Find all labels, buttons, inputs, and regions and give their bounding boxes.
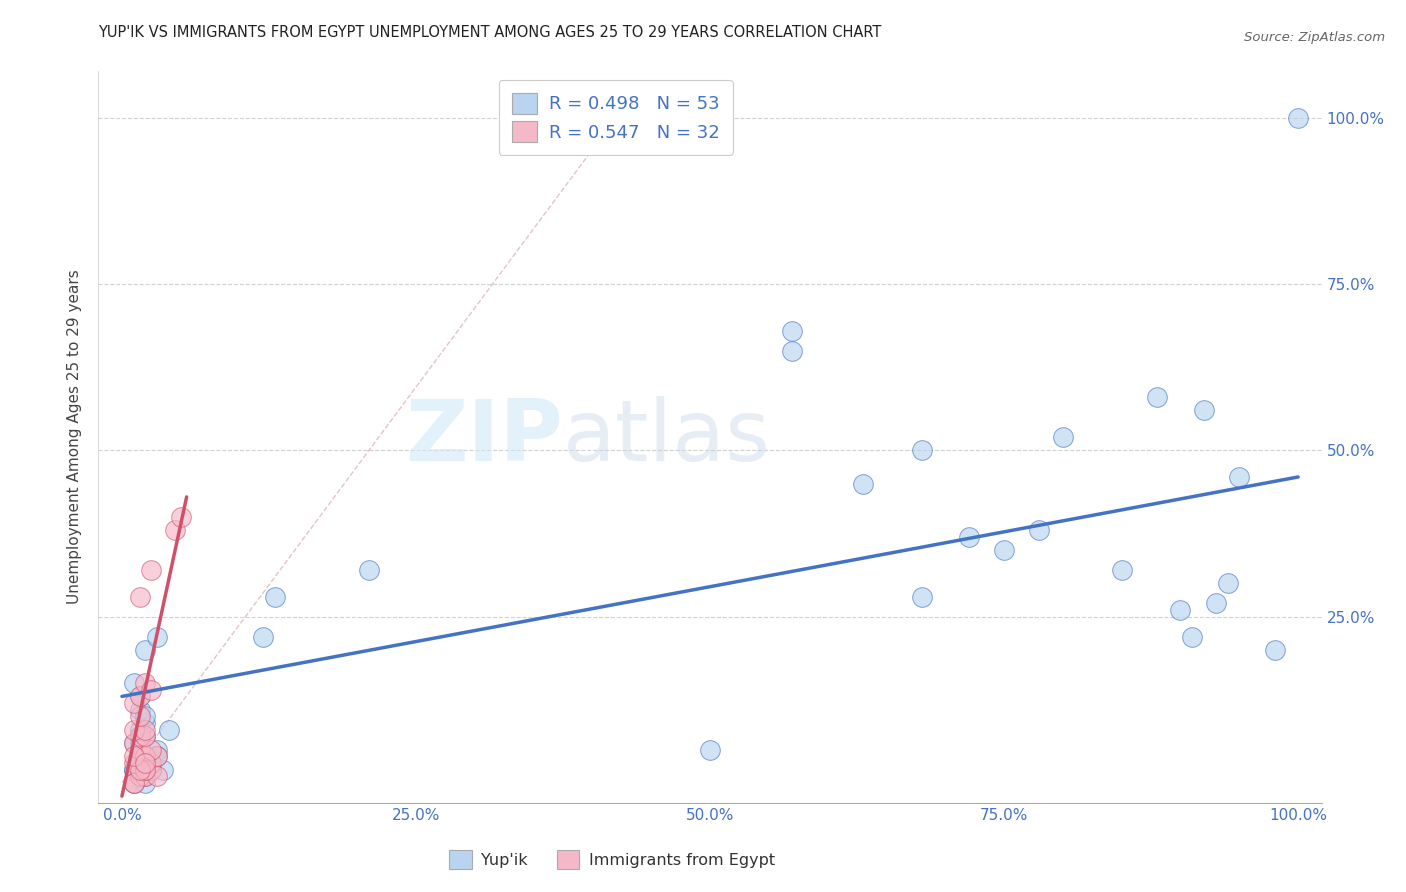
Point: [993, 543, 1015, 558]
Point: [170, 509, 193, 524]
Point: [122, 723, 145, 737]
Point: [252, 630, 274, 644]
Text: YUP'IK VS IMMIGRANTS FROM EGYPT UNEMPLOYMENT AMONG AGES 25 TO 29 YEARS CORRELATI: YUP'IK VS IMMIGRANTS FROM EGYPT UNEMPLOY…: [98, 25, 882, 40]
Point: [1052, 430, 1074, 444]
Point: [134, 643, 156, 657]
Point: [134, 749, 156, 764]
Point: [128, 763, 150, 777]
Point: [128, 769, 150, 783]
Point: [263, 590, 285, 604]
Point: [146, 742, 169, 756]
Point: [141, 742, 163, 756]
Point: [122, 749, 145, 764]
Point: [134, 769, 156, 783]
Point: [1170, 603, 1192, 617]
Point: [122, 776, 145, 790]
Point: [146, 769, 169, 783]
Point: [122, 756, 145, 770]
Point: [1264, 643, 1286, 657]
Point: [152, 763, 174, 777]
Point: [852, 476, 875, 491]
Text: ZIP: ZIP: [405, 395, 564, 479]
Point: [134, 709, 156, 723]
Point: [1216, 576, 1239, 591]
Point: [128, 729, 150, 743]
Point: [146, 630, 169, 644]
Point: [1227, 470, 1250, 484]
Point: [128, 736, 150, 750]
Point: [134, 723, 156, 737]
Text: Source: ZipAtlas.com: Source: ZipAtlas.com: [1244, 31, 1385, 45]
Point: [163, 523, 186, 537]
Point: [782, 324, 804, 338]
Point: [141, 563, 163, 577]
Point: [146, 749, 169, 764]
Point: [128, 756, 150, 770]
Point: [911, 443, 934, 458]
Point: [122, 676, 145, 690]
Point: [128, 742, 150, 756]
Point: [122, 696, 145, 710]
Point: [134, 776, 156, 790]
Point: [141, 763, 163, 777]
Point: [134, 716, 156, 731]
Point: [122, 776, 145, 790]
Point: [1286, 111, 1309, 125]
Point: [134, 763, 156, 777]
Point: [128, 729, 150, 743]
Point: [357, 563, 380, 577]
Point: [134, 749, 156, 764]
Point: [134, 676, 156, 690]
Point: [141, 682, 163, 697]
Point: [134, 756, 156, 770]
Point: [128, 769, 150, 783]
Point: [1181, 630, 1204, 644]
Point: [1028, 523, 1050, 537]
Point: [122, 763, 145, 777]
Legend: Yup'ik, Immigrants from Egypt: Yup'ik, Immigrants from Egypt: [443, 844, 782, 875]
Point: [141, 756, 163, 770]
Point: [1205, 596, 1227, 610]
Point: [157, 723, 180, 737]
Point: [128, 590, 150, 604]
Point: [1146, 390, 1168, 404]
Point: [128, 703, 150, 717]
Point: [128, 709, 150, 723]
Point: [128, 769, 150, 783]
Point: [122, 736, 145, 750]
Point: [1192, 403, 1215, 417]
Text: atlas: atlas: [564, 395, 772, 479]
Point: [134, 749, 156, 764]
Point: [1111, 563, 1133, 577]
Point: [699, 742, 721, 756]
Point: [134, 729, 156, 743]
Point: [122, 763, 145, 777]
Point: [957, 530, 980, 544]
Point: [122, 776, 145, 790]
Y-axis label: Unemployment Among Ages 25 to 29 years: Unemployment Among Ages 25 to 29 years: [67, 269, 83, 605]
Point: [128, 723, 150, 737]
Point: [141, 756, 163, 770]
Point: [128, 690, 150, 704]
Point: [911, 590, 934, 604]
Point: [141, 756, 163, 770]
Point: [141, 763, 163, 777]
Point: [782, 343, 804, 358]
Point: [128, 690, 150, 704]
Point: [128, 742, 150, 756]
Point: [128, 742, 150, 756]
Point: [134, 769, 156, 783]
Point: [134, 729, 156, 743]
Point: [146, 749, 169, 764]
Point: [134, 763, 156, 777]
Point: [122, 736, 145, 750]
